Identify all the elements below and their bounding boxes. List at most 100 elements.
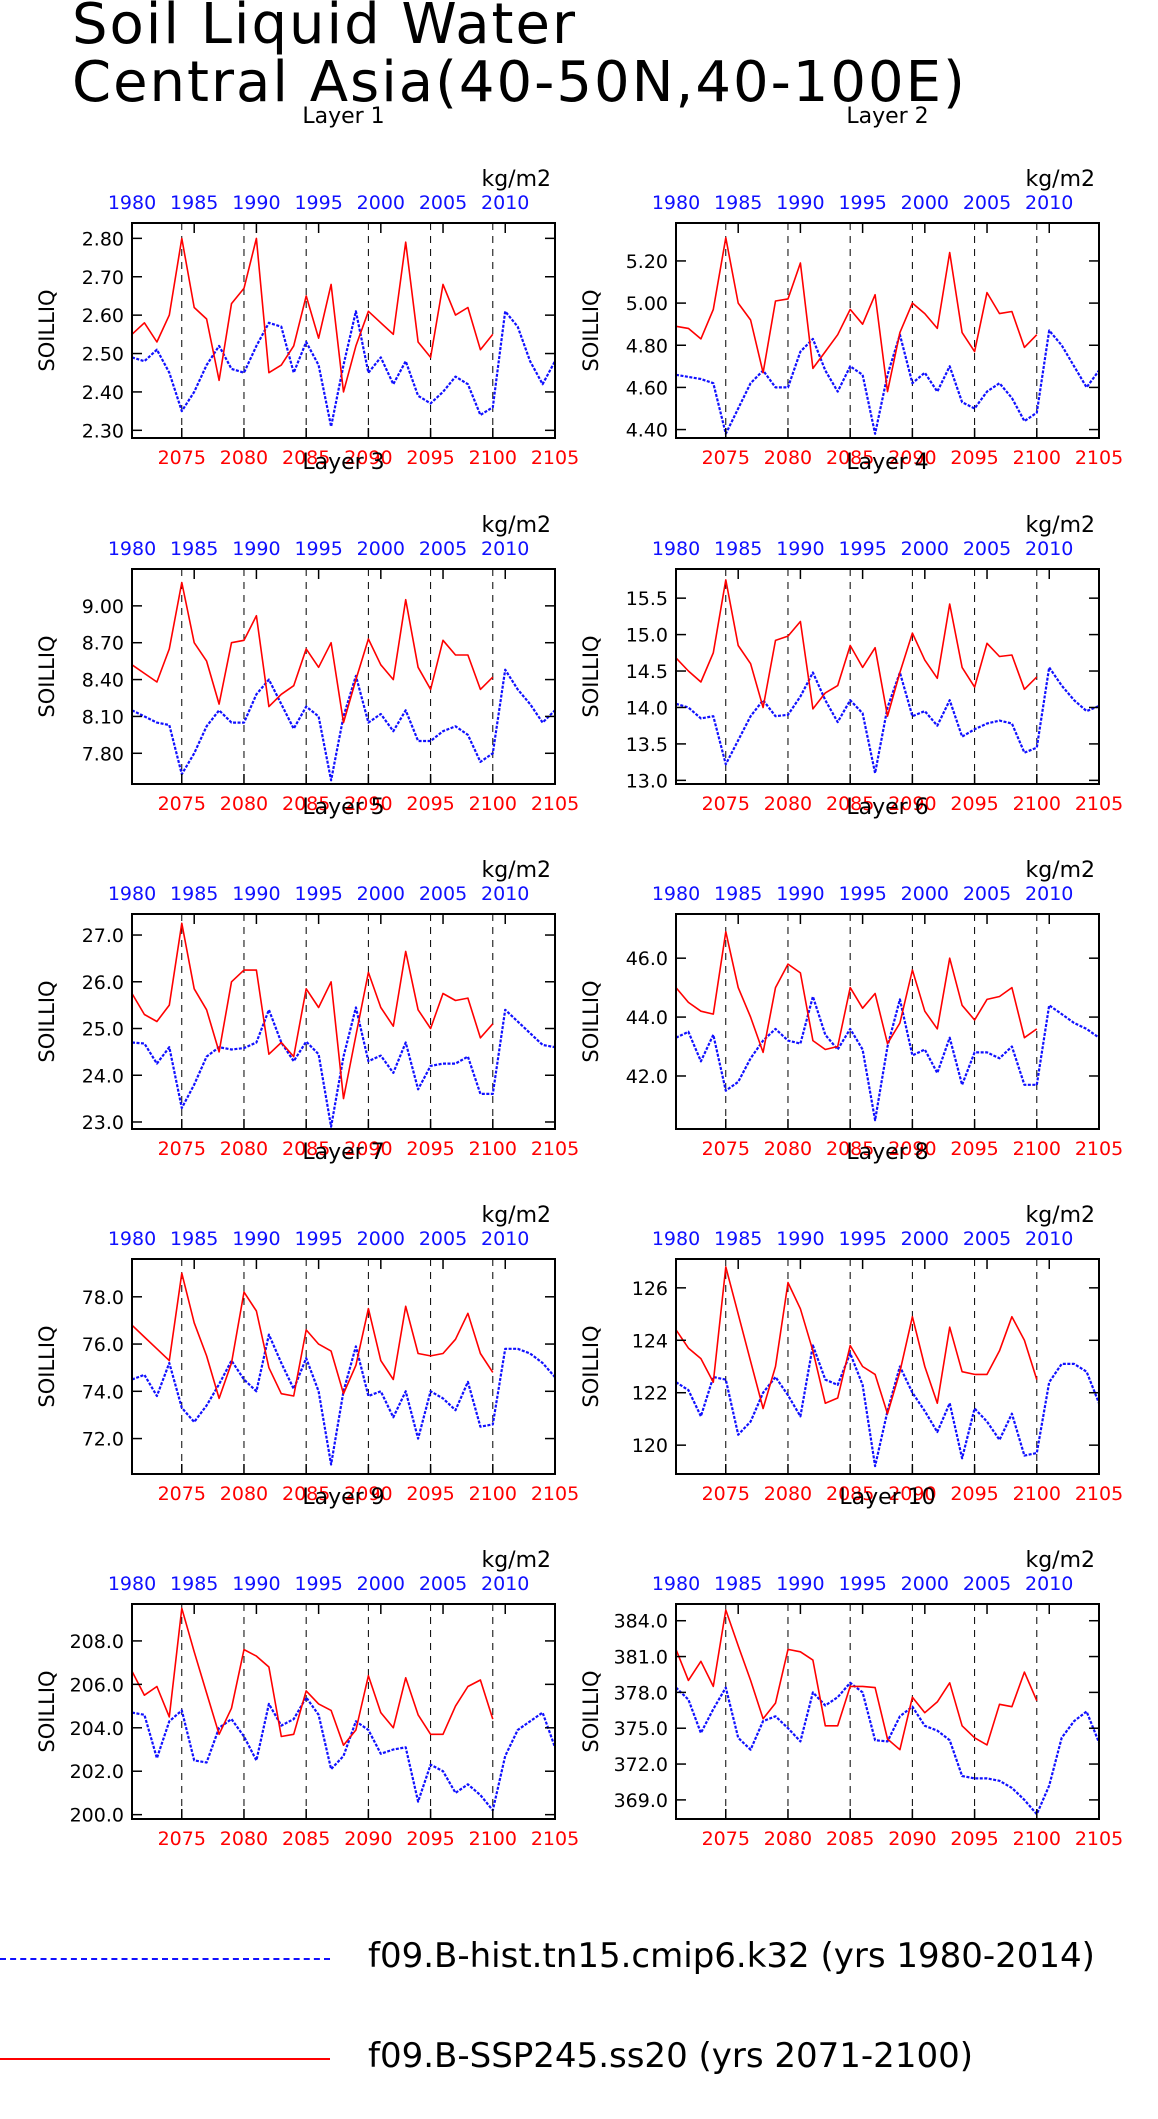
- panel-8-xtick-label-top: 2010: [1025, 1228, 1073, 1250]
- panel-10-ytick-label: 381.0: [614, 1647, 668, 1669]
- panel-10-xtick-label-bottom: 2085: [826, 1828, 874, 1850]
- panel-10-ssp245-line: [675, 1609, 1038, 1751]
- panel-7-ytick-label: 72.0: [82, 1429, 124, 1451]
- panel-10-frame: [675, 1603, 1100, 1820]
- panel-4-frame: [675, 568, 1100, 785]
- panel-9-xtick-label-top: 2000: [357, 1573, 405, 1595]
- panel-10-xtick-label-bottom: 2100: [1013, 1828, 1061, 1850]
- panel-3-frame: [131, 568, 556, 785]
- legend-label-ssp245: f09.B-SSP245.ss20 (yrs 2071-2100): [368, 2036, 973, 2076]
- panel-5-xtick-label-bottom: 2075: [158, 1138, 206, 1160]
- panel-5-xtick-label-top: 1980: [108, 883, 156, 905]
- panel-8-frame: [675, 1258, 1100, 1475]
- panel-7-xtick-label-top: 1980: [108, 1228, 156, 1250]
- panel-4-ytick-label: 13.5: [626, 734, 668, 756]
- panel-10-xtick-label-bottom: 2095: [950, 1828, 998, 1850]
- panel-5-title: Layer 5: [302, 795, 384, 820]
- panel-5-ytick-label: 23.0: [82, 1112, 124, 1134]
- panel-9-title: Layer 9: [302, 1485, 384, 1510]
- panel-6-xtick-label-top: 1985: [714, 883, 762, 905]
- panel-2-ytick-label: 4.80: [626, 335, 668, 357]
- panel-7-xtick-label-bottom: 2085: [282, 1483, 330, 1505]
- panel-9-xtick-label-bottom: 2075: [158, 1828, 206, 1850]
- panel-9-ytick-label: 204.0: [70, 1718, 124, 1740]
- panel-4-xtick-label-top: 1995: [838, 538, 886, 560]
- panel-6-xtick-label-bottom: 2100: [1013, 1138, 1061, 1160]
- panel-7-ytick-label: 78.0: [82, 1287, 124, 1309]
- panel-2-ytick-label: 5.00: [626, 293, 668, 315]
- panel-3-xtick-label-top: 2010: [481, 538, 529, 560]
- panel-1-units: kg/m2: [481, 167, 551, 192]
- panel-7-xtick-label-top: 1985: [170, 1228, 218, 1250]
- panel-6-xtick-label-top: 2000: [901, 883, 949, 905]
- figure-title: Soil Liquid Water Central Asia(40-50N,40…: [72, 0, 967, 112]
- panel-6-title: Layer 6: [846, 795, 928, 820]
- panel-1-xtick-label-bottom: 2095: [406, 447, 454, 469]
- panel-2-title: Layer 2: [846, 104, 928, 129]
- panel-5-ytick-label: 25.0: [82, 1019, 124, 1041]
- panel-10-xtick-label-top: 1980: [652, 1573, 700, 1595]
- panel-10-xtick-label-top: 2000: [901, 1573, 949, 1595]
- panel-4-ytick-label: 15.5: [626, 588, 668, 610]
- panel-3-title: Layer 3: [302, 450, 384, 475]
- panel-4-ytick-label: 14.0: [626, 697, 668, 719]
- panel-8-xtick-label-top: 2000: [901, 1228, 949, 1250]
- panel-5-xtick-label-bottom: 2105: [531, 1138, 579, 1160]
- panel-5-ssp245-line: [131, 922, 494, 1100]
- panel-3-xtick-label-bottom: 2105: [531, 793, 579, 815]
- panel-1-xtick-label-top: 1990: [232, 192, 280, 214]
- panel-9-xtick-label-bottom: 2080: [220, 1828, 268, 1850]
- panel-10-ytick-label: 369.0: [614, 1790, 668, 1812]
- panel-2-ytick-label: 4.40: [626, 420, 668, 442]
- panel-10-xtick-label-bottom: 2075: [702, 1828, 750, 1850]
- panel-7-title: Layer 7: [302, 1140, 384, 1165]
- panel-8-xtick-label-bottom: 2095: [950, 1483, 998, 1505]
- panel-9-xtick-label-bottom: 2090: [344, 1828, 392, 1850]
- panel-4-xtick-label-bottom: 2085: [826, 793, 874, 815]
- panel-6-hist-line: [675, 995, 1100, 1122]
- panel-10-xtick-label-top: 1995: [838, 1573, 886, 1595]
- panel-7-units: kg/m2: [481, 1203, 551, 1228]
- panel-10-ytick-label: 375.0: [614, 1718, 668, 1740]
- panel-9-frame: [131, 1603, 556, 1820]
- panel-4-xtick-label-bottom: 2095: [950, 793, 998, 815]
- panel-3-xtick-label-bottom: 2075: [158, 793, 206, 815]
- panel-9-xtick-label-top: 1990: [232, 1573, 280, 1595]
- panel-3-ylabel: SOILLIQ: [35, 635, 59, 717]
- panel-9-xtick-label-top: 1985: [170, 1573, 218, 1595]
- panel-7-xtick-label-top: 2010: [481, 1228, 529, 1250]
- panel-6-xtick-label-bottom: 2075: [702, 1138, 750, 1160]
- panel-7-frame: [131, 1258, 556, 1475]
- panel-8-xtick-label-bottom: 2075: [702, 1483, 750, 1505]
- panel-2-xtick-label-top: 1990: [776, 192, 824, 214]
- panel-2-xtick-label-bottom: 2105: [1075, 447, 1123, 469]
- panel-2-frame: [675, 222, 1100, 439]
- panel-3-xtick-label-top: 2000: [357, 538, 405, 560]
- panel-3-xtick-label-bottom: 2090: [344, 793, 392, 815]
- panel-4-xtick-label-bottom: 2080: [764, 793, 812, 815]
- panel-4-xtick-label-top: 1990: [776, 538, 824, 560]
- panel-5-xtick-label-bottom: 2085: [282, 1138, 330, 1160]
- panel-3-ytick-label: 8.40: [82, 670, 124, 692]
- panel-3-xtick-label-bottom: 2085: [282, 793, 330, 815]
- panel-5-ytick-label: 24.0: [82, 1065, 124, 1087]
- panel-1-ytick-label: 2.70: [82, 267, 124, 289]
- panel-7-xtick-label-bottom: 2090: [344, 1483, 392, 1505]
- panel-4-ssp245-line: [675, 579, 1038, 718]
- panel-6-ytick-label: 42.0: [626, 1066, 668, 1088]
- panel-8-ytick-label: 124: [632, 1330, 668, 1352]
- panel-4-xtick-label-bottom: 2075: [702, 793, 750, 815]
- figure-title-line-1: Soil Liquid Water: [72, 0, 577, 57]
- panel-2-ylabel: SOILLIQ: [579, 289, 603, 371]
- panel-4-xtick-label-top: 2005: [963, 538, 1011, 560]
- panel-7-xtick-label-bottom: 2080: [220, 1483, 268, 1505]
- panel-10-xtick-label-bottom: 2090: [888, 1828, 936, 1850]
- panel-4-ytick-label: 13.0: [626, 770, 668, 792]
- panel-7-xtick-label-top: 1990: [232, 1228, 280, 1250]
- panel-3-hist-line: [131, 668, 556, 782]
- panel-10-ytick-label: 378.0: [614, 1682, 668, 1704]
- panel-2-xtick-label-top: 1980: [652, 192, 700, 214]
- panel-9-hist-line: [131, 1696, 557, 1812]
- panel-4-ylabel: SOILLIQ: [579, 635, 603, 717]
- panel-1-hist-line: [131, 310, 556, 428]
